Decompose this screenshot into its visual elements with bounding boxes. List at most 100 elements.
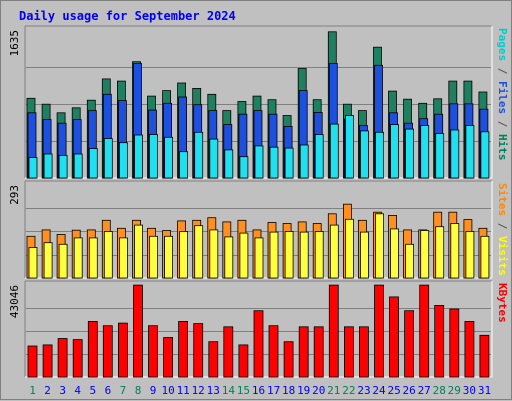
bar-kbytes-kbytes [163,337,174,378]
bar-visits-sites [450,223,460,279]
bar-hits-pages [254,145,264,179]
bar-hits-pages [43,153,53,179]
x-tick-label: 8 [135,384,142,397]
x-tick-label: 19 [297,384,310,397]
bar-kbytes-kbytes [208,341,219,378]
bar-hits-pages [435,133,445,179]
bar-visits-sites [194,225,204,279]
bar-hits-pages [405,128,415,179]
bar-hits-pages [209,138,219,179]
bar-kbytes-kbytes [298,326,309,378]
bar-kbytes-kbytes [57,338,68,378]
x-tick-label: 2 [44,384,51,397]
x-tick-label: 6 [105,384,112,397]
bar-visits-sites [58,243,68,279]
panel-visits-legend: Sites / Visits [496,183,509,276]
bar-visits-sites [344,218,354,279]
legend-label: Pages [496,28,509,61]
x-tick-label: 22 [342,384,355,397]
bar-visits-sites [435,226,445,279]
bar-kbytes-kbytes [193,323,204,378]
bar-visits-sites [103,231,113,279]
bar-kbytes-kbytes [283,341,294,378]
bar-kbytes-kbytes [253,310,264,378]
bar-hits-pages [284,147,294,179]
x-tick-label: 20 [312,384,325,397]
bar-kbytes-kbytes [268,325,279,378]
bar-hits-pages [329,123,339,179]
bar-visits-sites [405,243,415,279]
bar-kbytes-kbytes [464,320,475,378]
x-tick-label: 5 [89,384,96,397]
bar-hits-pages [179,151,189,179]
bar-hits-pages [239,156,249,179]
bar-hits-pages [134,134,143,179]
bar-kbytes-kbytes [434,304,445,378]
x-tick-label: 26 [402,384,415,397]
bar-hits-pages [480,131,490,179]
bar-kbytes-kbytes [358,326,369,378]
bar-kbytes-kbytes [328,284,339,378]
bar-hits-pages [375,131,384,179]
x-tick-label: 14 [222,384,236,397]
x-tick-label: 23 [357,384,370,397]
x-tick-label: 13 [207,384,220,397]
x-tick-label: 7 [120,384,127,397]
x-tick-label: 30 [463,384,476,397]
x-tick-label: 11 [177,384,190,397]
x-tick-label: 28 [433,384,446,397]
bar-visits-sites [149,235,158,279]
x-tick-label: 16 [252,384,265,397]
x-tick-label: 1 [29,384,36,397]
bar-visits-sites [209,229,219,279]
bar-kbytes-kbytes [479,334,490,378]
bar-kbytes-kbytes [87,320,98,378]
bar-hits-pages [103,138,113,179]
bar-visits-sites [179,231,189,279]
bar-visits-sites [73,237,83,279]
bar-kbytes-kbytes [102,325,113,378]
bar-hits-pages [344,115,354,179]
bar-visits-sites [359,231,369,279]
panel-kbytes-legend: KBytes [496,283,509,323]
legend-label: / [496,216,509,236]
bar-kbytes-kbytes [238,344,249,378]
x-tick-label: 17 [267,384,280,397]
bar-visits-sites [299,231,309,279]
legend-label: KBytes [496,283,509,323]
legend-label: Sites [496,183,509,216]
bar-kbytes-kbytes [374,284,384,378]
bar-kbytes-kbytes [42,344,53,378]
bar-visits-sites [390,228,399,279]
bar-kbytes-kbytes [223,326,234,378]
legend-label: Hits [496,134,509,161]
bar-kbytes-kbytes [178,320,189,378]
x-tick-label: 4 [74,384,81,397]
bar-visits-sites [224,236,234,279]
bar-visits-sites [465,231,475,279]
bar-visits-sites [43,242,53,279]
bar-kbytes-kbytes [27,345,38,378]
x-tick-label: 27 [418,384,431,397]
x-tick-label: 21 [327,384,340,397]
bar-visits-sites [420,230,430,279]
bar-kbytes-kbytes [404,310,415,378]
panel-hits-legend: Pages / Files / Hits [496,28,509,161]
bar-visits-sites [134,224,143,279]
bar-visits-sites [239,232,249,279]
bar-visits-sites [284,231,294,279]
panel-hits-max-label: 1635 [8,30,21,57]
bar-hits-pages [119,142,128,179]
x-tick-label: 9 [150,384,157,397]
bar-hits-pages [450,129,460,179]
bar-hits-pages [58,154,68,179]
bar-hits-pages [465,125,475,179]
legend-label: Files [496,81,509,114]
bar-kbytes-kbytes [118,322,128,378]
x-tick-label: 12 [192,384,205,397]
x-tick-label: 10 [161,384,174,397]
legend-label: / [496,61,509,81]
bar-visits-sites [314,231,324,279]
